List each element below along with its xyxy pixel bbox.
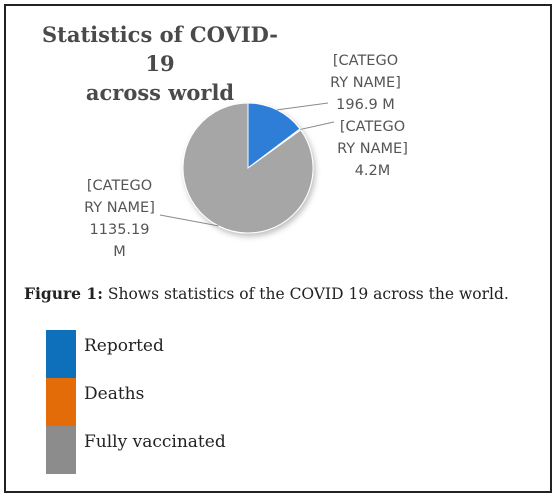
data-label-line: RY NAME] bbox=[330, 75, 401, 91]
legend-label-reported: Reported bbox=[84, 336, 164, 356]
data-label-line: RY NAME] bbox=[337, 141, 408, 157]
pie-chart bbox=[159, 102, 335, 234]
chart-title-line-1: Statistics of COVID-19 bbox=[42, 22, 278, 76]
legend-item-fully-vaccinated: Fully vaccinated bbox=[46, 426, 346, 474]
legend-item-reported: Reported bbox=[46, 330, 346, 378]
figure-caption: Figure 1: Shows statistics of the COVID … bbox=[24, 284, 544, 303]
data-label-line: RY NAME] bbox=[84, 200, 155, 216]
leader-line-fully-vaccinated bbox=[159, 214, 219, 227]
data-label-line: 1135.19 bbox=[89, 222, 150, 238]
data-label-line: 4.2M bbox=[354, 163, 391, 179]
pie-slice-reported bbox=[247, 102, 301, 170]
legend-item-deaths: Deaths bbox=[46, 378, 346, 426]
data-label-fully-vaccinated: [CATEGO RY NAME] 1135.19 M bbox=[72, 175, 167, 263]
data-label-line: [CATEGO bbox=[332, 53, 399, 69]
legend-swatch-fully-vaccinated bbox=[46, 426, 76, 474]
data-label-line: [CATEGO bbox=[86, 178, 153, 194]
chart-title: Statistics of COVID-19 across world bbox=[30, 20, 290, 107]
leader-line-deaths bbox=[300, 121, 335, 130]
legend-label-deaths: Deaths bbox=[84, 384, 145, 404]
legend-label-fully-vaccinated: Fully vaccinated bbox=[84, 432, 226, 452]
data-label-reported: [CATEGO RY NAME] 196.9 M bbox=[318, 50, 413, 116]
data-label-line: M bbox=[113, 244, 126, 260]
figure-frame bbox=[4, 4, 552, 493]
data-label-line: 196.9 M bbox=[336, 97, 395, 113]
data-label-deaths: [CATEGO RY NAME] 4.2M bbox=[325, 116, 420, 182]
leader-line-reported bbox=[276, 102, 329, 111]
legend-swatch-reported bbox=[46, 330, 76, 378]
caption-prefix: Figure 1: bbox=[24, 284, 103, 303]
caption-text: Shows statistics of the COVID 19 across … bbox=[102, 285, 509, 303]
chart-title-line-2: across world bbox=[85, 80, 235, 105]
pie-slice-fully-vaccinated bbox=[182, 102, 314, 234]
data-label-line: [CATEGO bbox=[339, 119, 406, 135]
legend-swatch-deaths bbox=[46, 378, 76, 426]
